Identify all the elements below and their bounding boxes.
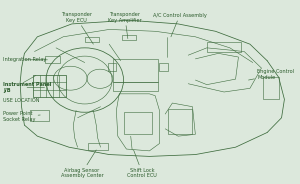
Bar [108, 63, 116, 71]
Text: Airbag Sensor
Assembly Center: Airbag Sensor Assembly Center [61, 150, 103, 178]
Bar [85, 37, 99, 42]
Bar [44, 56, 60, 63]
Bar [168, 109, 193, 134]
Text: Instrument Panel
J/B: Instrument Panel J/B [3, 82, 51, 93]
Bar [113, 82, 158, 91]
Text: Engine Control
Module: Engine Control Module [248, 69, 294, 80]
Text: Power Point
Socket Relay: Power Point Socket Relay [3, 112, 40, 122]
Text: Shift Lock
Control ECU: Shift Lock Control ECU [127, 150, 157, 178]
Text: Transponder
Key ECU: Transponder Key ECU [61, 12, 93, 44]
Bar [113, 59, 158, 82]
Bar [30, 110, 49, 121]
Bar [124, 112, 152, 134]
Text: USE LOCATION: USE LOCATION [3, 98, 39, 103]
Text: Integration Relay: Integration Relay [3, 57, 47, 62]
Bar [88, 143, 108, 150]
Text: A/C Control Assembly: A/C Control Assembly [153, 13, 206, 37]
Bar [207, 42, 241, 52]
Bar [33, 75, 66, 97]
Bar [263, 77, 279, 99]
Bar [159, 63, 168, 71]
Text: Transponder
Key Amplifier: Transponder Key Amplifier [108, 12, 142, 39]
Bar [122, 35, 136, 40]
